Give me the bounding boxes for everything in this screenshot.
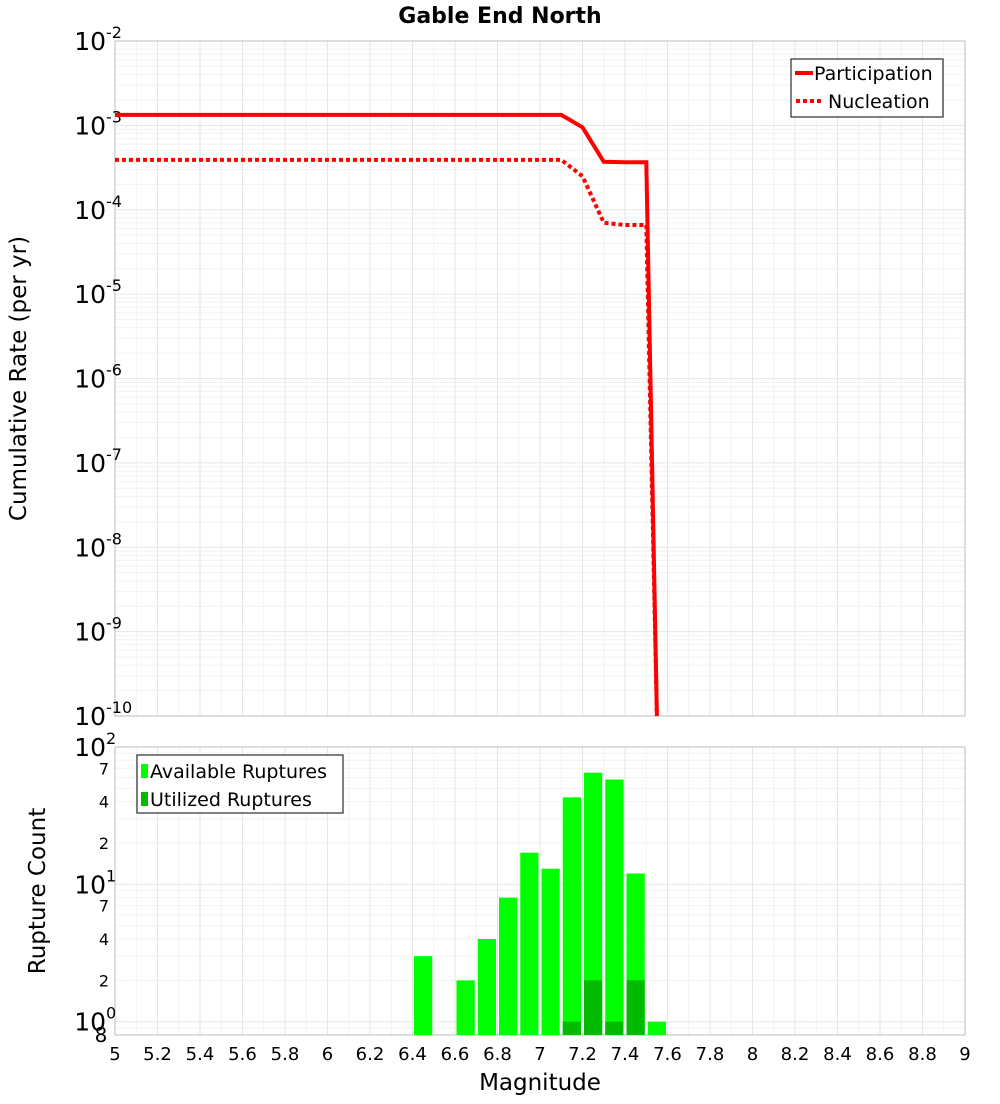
bar-utilized-ruptures (605, 1021, 624, 1035)
y-tick-label: 10 0 (74, 1004, 116, 1037)
y-tick-exponent: -7 (106, 445, 122, 464)
x-tick-label: 5.6 (228, 1044, 257, 1065)
y-minor-tick-label: 2 (99, 971, 109, 990)
bar-available-ruptures (414, 956, 433, 1035)
y-tick-base: 10 (74, 280, 106, 309)
bar-available-ruptures (456, 980, 475, 1035)
y-tick-exponent: 2 (106, 729, 116, 748)
y-tick-exponent: -10 (106, 698, 132, 717)
y-tick-exponent: -2 (106, 23, 122, 42)
legend-box (136, 754, 344, 814)
y-tick-label: 10 2 (74, 729, 116, 762)
legend-label: Utilized Ruptures (150, 789, 312, 811)
y-tick-label: 10 -2 (74, 23, 122, 56)
y-tick-label: 10 -7 (74, 445, 122, 478)
y-tick-exponent: -6 (106, 361, 122, 380)
x-tick-label: 5.8 (271, 1044, 300, 1065)
y-tick-base: 10 (74, 533, 106, 562)
x-tick-label: 8 (747, 1044, 758, 1065)
y-tick-exponent: 0 (106, 1004, 116, 1023)
x-tick-label: 6.6 (441, 1044, 470, 1065)
y-tick-base: 10 (74, 111, 106, 140)
x-tick-label: 5 (109, 1044, 120, 1065)
y-tick-exponent: -9 (106, 614, 122, 633)
y-tick-base: 10 (74, 702, 106, 731)
y-tick-label: 10 -3 (74, 107, 122, 140)
y-minor-tick-label: 4 (99, 930, 109, 949)
legend-label: Nucleation (828, 91, 930, 113)
rate-panel: 10-210-310-410-510-610-710-810-910 -10Cum… (6, 23, 966, 731)
plot-frame (114, 746, 966, 1036)
y-tick-label: 10 -10 (74, 698, 132, 731)
x-axis-label: Magnitude (479, 1070, 601, 1096)
y-tick-base: 10 (74, 1008, 106, 1037)
y-tick-label: 10 1 (74, 866, 116, 899)
bar-utilized-ruptures (562, 1021, 581, 1035)
x-tick-label: 5.4 (186, 1044, 215, 1065)
y-tick-label: 10 -9 (74, 614, 122, 647)
x-tick-label: 8.8 (908, 1044, 937, 1065)
bar-utilized-ruptures (626, 980, 645, 1035)
legend-swatch (141, 792, 148, 806)
y-minor-tick-label: 4 (99, 793, 109, 812)
x-tick-label: 8.2 (781, 1044, 810, 1065)
legend-label: Participation (814, 63, 933, 85)
x-tick-label: 7.8 (696, 1044, 725, 1065)
bar-available-ruptures (499, 897, 518, 1035)
legend: Participation Nucleation (790, 58, 944, 118)
y-tick-base: 10 (74, 870, 106, 899)
bar-available-ruptures (541, 868, 560, 1035)
bar-available-ruptures (584, 772, 603, 1035)
legend-box (790, 58, 944, 118)
y-tick-exponent: -5 (106, 276, 122, 295)
y-axis-label: Rupture Count (25, 808, 51, 974)
y-minor-tick-label: 7 (99, 897, 109, 916)
y-tick-exponent: -3 (106, 107, 122, 126)
legend-swatch (141, 764, 148, 778)
x-tick-label: 9 (959, 1044, 970, 1065)
y-tick-base: 10 (74, 618, 106, 647)
x-tick-label: 7 (534, 1044, 545, 1065)
y-axis-label: Cumulative Rate (per yr) (6, 236, 32, 521)
x-tick-label: 7.2 (568, 1044, 597, 1065)
x-tick-label: 6.2 (356, 1044, 385, 1065)
x-tick-label: 8.6 (866, 1044, 895, 1065)
x-tick-label: 6.8 (483, 1044, 512, 1065)
bar-available-ruptures (605, 779, 624, 1035)
bar-utilized-ruptures (584, 980, 603, 1035)
x-tick-label: 7.4 (611, 1044, 640, 1065)
y-tick-base: 10 (74, 733, 106, 762)
chart-title: Gable End North (398, 4, 601, 29)
y-tick-base: 10 (74, 365, 106, 394)
bar-available-ruptures (520, 852, 539, 1035)
y-tick-exponent: -8 (106, 529, 122, 548)
x-tick-label: 6.4 (398, 1044, 427, 1065)
y-tick-label: 10 -8 (74, 529, 122, 562)
y-tick-label: 10 -5 (74, 276, 122, 309)
x-tick-label: 6 (322, 1044, 333, 1065)
legend-label: Available Ruptures (150, 761, 327, 783)
y-minor-tick-label: 7 (99, 759, 109, 778)
x-tick-label: 8.4 (823, 1044, 852, 1065)
x-tick-label: 7.6 (653, 1044, 682, 1065)
y-tick-base: 10 (74, 27, 106, 56)
y-tick-base: 10 (74, 196, 106, 225)
plot-frame (114, 40, 966, 717)
y-minor-tick-label: 2 (99, 834, 109, 853)
y-bottom-tick-label: 8 (95, 1023, 108, 1047)
bar-available-ruptures (562, 797, 581, 1035)
series-line-participation (115, 112, 659, 716)
bar-available-ruptures (477, 939, 496, 1035)
y-tick-base: 10 (74, 449, 106, 478)
legend: Available Ruptures Utilized Ruptures (136, 754, 344, 814)
x-tick-label: 5.2 (143, 1044, 172, 1065)
y-tick-exponent: -4 (106, 192, 122, 211)
y-tick-label: 10 -4 (74, 192, 122, 225)
y-tick-exponent: 1 (106, 866, 116, 885)
y-tick-label: 10 -6 (74, 361, 122, 394)
bar-available-ruptures (647, 1021, 666, 1035)
